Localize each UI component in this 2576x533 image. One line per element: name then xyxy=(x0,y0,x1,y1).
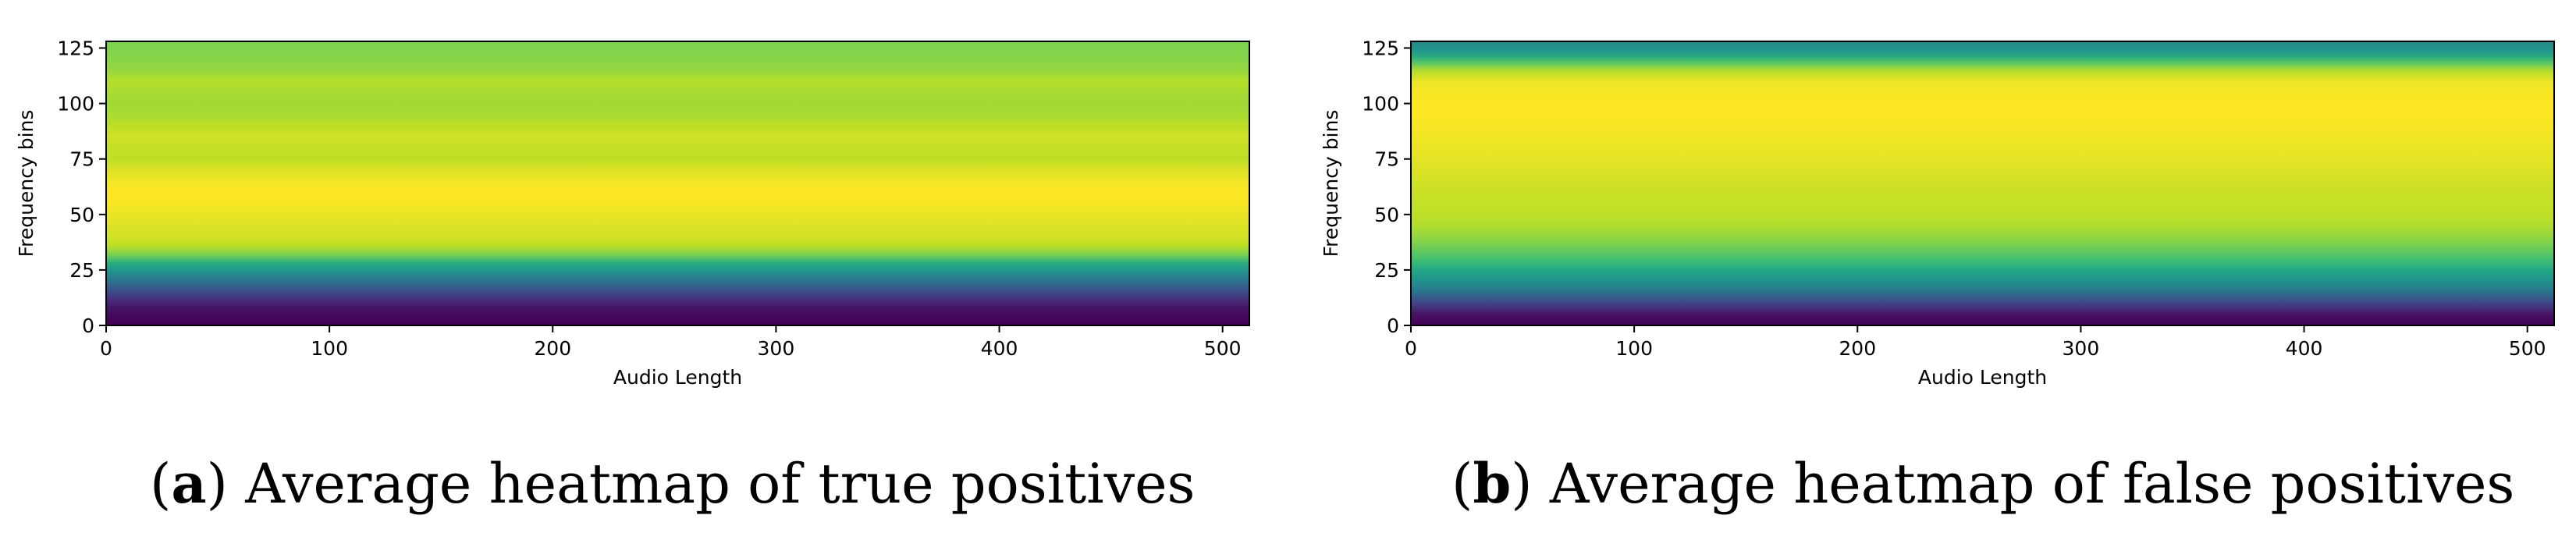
x-tick-label: 200 xyxy=(534,337,571,360)
plot-frame xyxy=(1410,41,2555,326)
x-tick-label: 300 xyxy=(2063,337,2100,360)
heatmap-panel-b: 0 100 200 300 400 500 0 25 50 75 100 125 Audio Lengt… xyxy=(1320,37,2555,389)
caption-b-text: Average heatmap of false positives xyxy=(1549,452,2515,516)
y-tick-label: 50 xyxy=(69,204,94,226)
caption-b-label: b xyxy=(1473,451,1512,516)
x-tick-label: 500 xyxy=(2509,337,2546,360)
y-tick-label: 125 xyxy=(57,37,94,60)
y-tick-label: 75 xyxy=(1374,148,1399,171)
x-axis-label: Audio Length xyxy=(613,366,742,389)
heatmap-panel-a: 0 100 200 300 400 500 0 25 50 75 100 125 Audio Lengt… xyxy=(15,37,1250,389)
plot-frame xyxy=(105,41,1250,326)
y-tick-label: 50 xyxy=(1374,204,1399,226)
heatmap-image xyxy=(1411,41,2554,325)
caption-b: (b) Average heatmap of false positives xyxy=(1451,451,2515,516)
y-tick-label: 25 xyxy=(1374,259,1399,282)
y-tick-label: 0 xyxy=(82,314,94,337)
x-tick-label: 0 xyxy=(100,337,112,360)
x-tick-label: 300 xyxy=(758,337,795,360)
y-tick-label: 25 xyxy=(69,259,94,282)
y-tick-label: 125 xyxy=(1362,37,1399,60)
y-axis-label: Frequency bins xyxy=(15,110,37,258)
x-tick-label: 400 xyxy=(981,337,1018,360)
x-axis-label: Audio Length xyxy=(1918,366,2047,389)
x-tick-label: 100 xyxy=(311,337,348,360)
caption-a-text: Average heatmap of true positives xyxy=(245,452,1196,516)
x-tick-label: 0 xyxy=(1405,337,1417,360)
x-tick-label: 500 xyxy=(1204,337,1242,360)
caption-a: (a) Average heatmap of true positives xyxy=(150,451,1196,516)
y-tick-label: 100 xyxy=(57,93,94,115)
x-tick-label: 200 xyxy=(1839,337,1876,360)
y-tick-label: 100 xyxy=(1362,93,1399,115)
x-tick-label: 100 xyxy=(1615,337,1653,360)
y-tick-label: 0 xyxy=(1387,314,1399,337)
x-tick-label: 400 xyxy=(2286,337,2323,360)
heatmap-image xyxy=(106,41,1249,325)
y-tick-label: 75 xyxy=(69,148,94,171)
y-axis-label: Frequency bins xyxy=(1320,110,1342,258)
caption-a-label: a xyxy=(171,451,207,516)
